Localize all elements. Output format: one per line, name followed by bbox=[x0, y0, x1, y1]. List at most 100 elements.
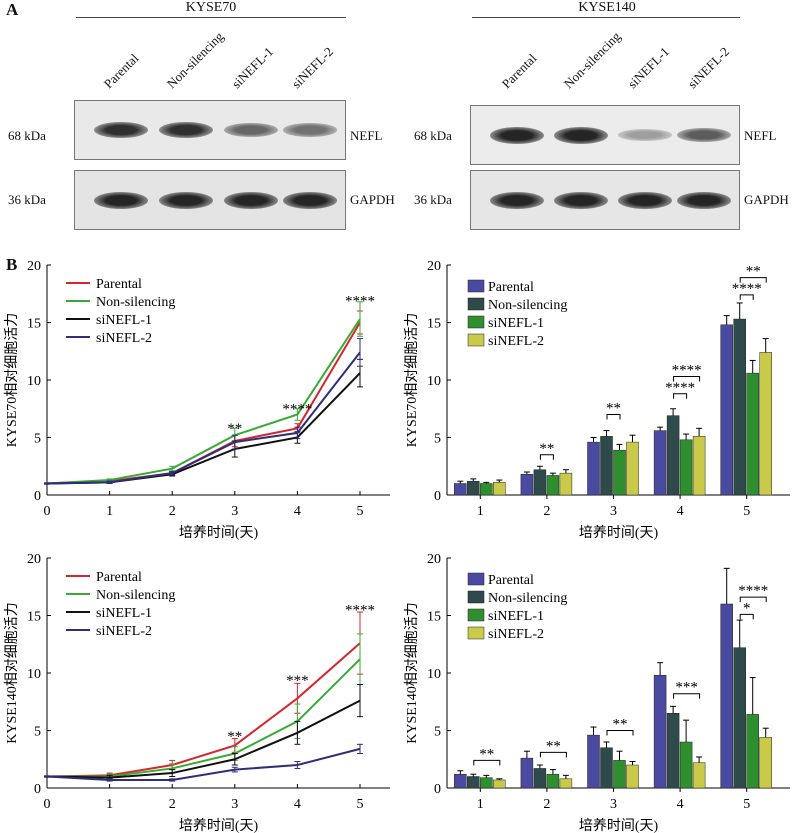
x-tick-label: 0 bbox=[44, 504, 51, 519]
y-tick-label: 0 bbox=[34, 489, 41, 504]
bar bbox=[533, 469, 547, 496]
significance-label: ** bbox=[546, 738, 561, 754]
bar bbox=[679, 439, 693, 496]
y-axis-label: KYSE70相对细胞活力 bbox=[4, 313, 20, 448]
significance-label: ** bbox=[479, 746, 494, 762]
bar bbox=[587, 441, 600, 496]
series-line bbox=[46, 747, 361, 781]
blot-kyse140-nefl bbox=[470, 105, 740, 165]
x-tick-label: 4 bbox=[294, 797, 301, 812]
x-tick-label: 2 bbox=[543, 797, 550, 812]
significance-bracket bbox=[606, 414, 621, 420]
blot-band bbox=[553, 126, 608, 144]
significance-bracket bbox=[739, 294, 754, 300]
x-tick-label: 3 bbox=[231, 504, 238, 519]
significance-label: **** bbox=[282, 402, 312, 418]
bar bbox=[746, 372, 759, 496]
legend-label: siNEFL-2 bbox=[488, 627, 544, 642]
bar bbox=[546, 773, 560, 789]
blot-band bbox=[93, 191, 148, 209]
x-tick-label: 2 bbox=[169, 504, 176, 519]
bar bbox=[746, 714, 759, 789]
bar bbox=[679, 741, 693, 789]
bar bbox=[666, 713, 680, 789]
blot-band bbox=[93, 121, 148, 139]
lane-label: Non-silencing bbox=[560, 28, 624, 92]
legend-label: Non-silencing bbox=[488, 591, 567, 606]
legend-label: siNEFL-1 bbox=[96, 606, 152, 621]
y-tick-label: 10 bbox=[427, 667, 441, 682]
blot-band bbox=[158, 191, 213, 209]
blot-band bbox=[223, 123, 278, 137]
bar bbox=[493, 482, 506, 496]
series-line bbox=[46, 699, 361, 779]
y-tick-label: 5 bbox=[34, 725, 41, 740]
blot-band bbox=[677, 127, 732, 143]
significance-label: *** bbox=[286, 673, 309, 689]
legend-label: siNEFL-2 bbox=[488, 334, 544, 349]
y-tick-label: 10 bbox=[27, 374, 41, 389]
bar bbox=[759, 352, 772, 496]
significance-bracket bbox=[539, 751, 567, 758]
bar bbox=[759, 737, 772, 789]
bar bbox=[467, 480, 480, 496]
significance-label: **** bbox=[345, 294, 375, 310]
blot-band bbox=[677, 191, 732, 209]
legend-label: Non-silencing bbox=[96, 588, 175, 603]
x-tick-label: 2 bbox=[543, 504, 550, 519]
significance-label: **** bbox=[665, 380, 695, 396]
blot-kyse140-gapdh bbox=[470, 170, 740, 230]
bar bbox=[480, 777, 493, 789]
bar bbox=[653, 430, 667, 496]
legend-swatch bbox=[467, 333, 485, 347]
bar bbox=[480, 483, 493, 496]
bar bbox=[653, 675, 667, 789]
x-tick-label: 1 bbox=[477, 797, 484, 812]
header-rule bbox=[76, 17, 346, 18]
lane-label: Parental bbox=[100, 50, 142, 92]
y-tick-label: 15 bbox=[427, 610, 441, 625]
bar bbox=[720, 603, 733, 789]
significance-label: ** bbox=[539, 441, 554, 457]
bar bbox=[613, 449, 626, 496]
blot-band bbox=[618, 129, 673, 141]
kda-label: 68 kDa bbox=[414, 128, 452, 143]
lane-label: siNEFL-2 bbox=[288, 43, 337, 92]
y-tick-label: 20 bbox=[427, 259, 441, 274]
bar bbox=[587, 734, 600, 789]
lane-label: Parental bbox=[498, 50, 540, 92]
series-line bbox=[47, 658, 361, 778]
y-tick-label: 15 bbox=[27, 610, 41, 625]
x-tick-label: 3 bbox=[610, 797, 617, 812]
legend-label: siNEFL-1 bbox=[488, 609, 544, 624]
significance-bracket bbox=[673, 693, 701, 699]
x-axis-label: 培养时间(天) bbox=[579, 818, 659, 833]
bar bbox=[626, 441, 639, 496]
y-tick-label: 0 bbox=[434, 782, 441, 797]
blot-band bbox=[223, 191, 278, 209]
x-tick-label: 5 bbox=[357, 797, 364, 812]
bar bbox=[533, 768, 547, 789]
lane-label: Non-silencing bbox=[163, 28, 227, 92]
bar bbox=[733, 647, 746, 789]
significance-label: *** bbox=[675, 680, 698, 696]
significance-label: **** bbox=[345, 603, 375, 619]
y-tick-label: 5 bbox=[434, 725, 441, 740]
legend-label: Parental bbox=[96, 570, 142, 585]
legend-label: siNEFL-2 bbox=[96, 624, 152, 639]
blot-kyse70-gapdh bbox=[74, 170, 346, 230]
y-tick-label: 5 bbox=[34, 432, 41, 447]
panel-b-letter: B bbox=[6, 255, 18, 274]
bar bbox=[559, 472, 573, 496]
bar bbox=[626, 764, 639, 789]
cell-line-title-kyse140: KYSE140 bbox=[578, 0, 636, 15]
bar bbox=[454, 773, 467, 789]
x-tick-label: 1 bbox=[477, 504, 484, 519]
legend-label: siNEFL-1 bbox=[488, 316, 544, 331]
significance-label: **** bbox=[732, 281, 762, 297]
panel-a-letter: A bbox=[6, 0, 19, 19]
significance-label: ** bbox=[746, 264, 761, 280]
lane-label: siNEFL-1 bbox=[228, 43, 277, 92]
y-tick-label: 10 bbox=[27, 667, 41, 682]
significance-label: ** bbox=[606, 401, 621, 417]
